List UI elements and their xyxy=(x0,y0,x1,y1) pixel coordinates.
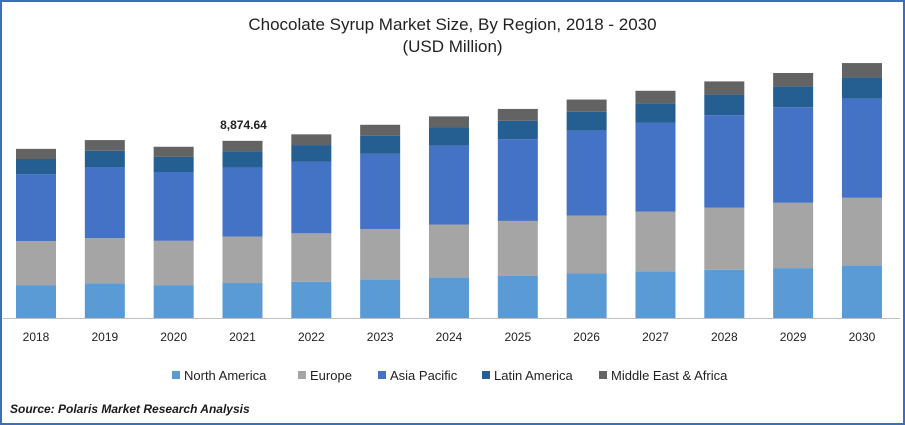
bar-2026-europe xyxy=(566,215,607,274)
bar-2018-north-america xyxy=(16,285,56,318)
bar-2026-asia-pacific xyxy=(566,130,607,216)
legend-swatch xyxy=(298,371,306,379)
bar-2020-north-america xyxy=(153,285,194,318)
bar-2022-europe xyxy=(291,233,332,282)
bar-2030-middle-east-africa xyxy=(841,63,882,78)
bar-2025-europe xyxy=(497,220,538,276)
x-tick-label: 2019 xyxy=(91,330,118,344)
bar-2026-north-america xyxy=(566,273,607,318)
x-tick-label: 2025 xyxy=(504,330,531,344)
bar-2024-middle-east-africa xyxy=(428,116,469,128)
bar-2019-middle-east-africa xyxy=(84,140,125,151)
bar-2021-latin-america xyxy=(222,151,263,168)
bar-2019-north-america xyxy=(84,283,125,318)
bar-2028-latin-america xyxy=(704,94,745,116)
bar-2027-asia-pacific xyxy=(635,122,676,212)
bar-2021-north-america xyxy=(222,283,263,318)
bar-2023-europe xyxy=(360,229,401,280)
bar-2019-asia-pacific xyxy=(84,167,125,239)
x-tick-label: 2026 xyxy=(573,330,600,344)
x-tick-label: 2029 xyxy=(780,330,807,344)
bar-2029-asia-pacific xyxy=(773,107,814,203)
legend-swatch xyxy=(172,371,180,379)
legend-label: North America xyxy=(184,368,267,383)
bar-2025-north-america xyxy=(497,275,538,318)
legend-label: Europe xyxy=(310,368,352,383)
x-tick-label: 2018 xyxy=(23,330,50,344)
bar-2026-latin-america xyxy=(566,111,607,131)
bar-2027-middle-east-africa xyxy=(635,90,676,104)
legend-swatch xyxy=(482,371,490,379)
bar-2025-latin-america xyxy=(497,120,538,140)
x-tick-label: 2021 xyxy=(229,330,256,344)
source-note: Source: Polaris Market Research Analysis xyxy=(10,402,250,416)
bar-2018-latin-america xyxy=(16,158,56,175)
bar-2018-middle-east-africa xyxy=(16,148,56,159)
bar-2023-middle-east-africa xyxy=(360,124,401,136)
x-tick-label: 2020 xyxy=(160,330,187,344)
bar-2024-europe xyxy=(428,224,469,278)
bar-2022-north-america xyxy=(291,281,332,318)
bar-2019-latin-america xyxy=(84,150,125,168)
bar-2022-asia-pacific xyxy=(291,161,332,234)
bar-2022-latin-america xyxy=(291,145,332,162)
bar-2029-north-america xyxy=(773,268,814,318)
bar-2025-asia-pacific xyxy=(497,139,538,221)
legend-label: Middle East & Africa xyxy=(611,368,728,383)
bar-2020-asia-pacific xyxy=(153,171,194,241)
chart-subtitle: (USD Million) xyxy=(402,37,503,56)
bar-2021-europe xyxy=(222,236,263,284)
bar-2019-europe xyxy=(84,238,125,284)
bar-2028-north-america xyxy=(704,269,745,318)
bar-2029-latin-america xyxy=(773,86,814,108)
bar-2020-europe xyxy=(153,240,194,286)
bar-2030-europe xyxy=(841,197,882,266)
bar-2028-europe xyxy=(704,207,745,270)
bar-2021-asia-pacific xyxy=(222,167,263,237)
bar-2030-north-america xyxy=(841,265,882,318)
legend-swatch xyxy=(378,371,386,379)
x-tick-label: 2024 xyxy=(436,330,463,344)
legend-label: Latin America xyxy=(494,368,574,383)
chart-title: Chocolate Syrup Market Size, By Region, … xyxy=(0,14,905,58)
x-tick-label: 2030 xyxy=(849,330,876,344)
bar-2028-asia-pacific xyxy=(704,115,745,208)
bar-2020-latin-america xyxy=(153,156,194,172)
bar-2029-europe xyxy=(773,202,814,269)
x-tick-label: 2022 xyxy=(298,330,325,344)
bar-2027-latin-america xyxy=(635,103,676,123)
bar-2021-middle-east-africa xyxy=(222,140,263,152)
bar-2027-north-america xyxy=(635,271,676,318)
bar-2026-middle-east-africa xyxy=(566,99,607,112)
x-tick-label: 2023 xyxy=(367,330,394,344)
bar-2023-asia-pacific xyxy=(360,153,401,230)
data-label-2021: 8,874.64 xyxy=(220,118,267,132)
bar-2020-middle-east-africa xyxy=(153,146,194,157)
bar-2028-middle-east-africa xyxy=(704,81,745,95)
legend-label: Asia Pacific xyxy=(390,368,458,383)
bar-2027-europe xyxy=(635,211,676,272)
bar-2023-north-america xyxy=(360,279,401,318)
bar-2030-asia-pacific xyxy=(841,98,882,198)
bar-2024-latin-america xyxy=(428,127,469,146)
bar-2023-latin-america xyxy=(360,135,401,154)
bar-2018-asia-pacific xyxy=(16,174,56,241)
x-tick-label: 2027 xyxy=(642,330,669,344)
bar-2030-latin-america xyxy=(841,77,882,99)
bar-2022-middle-east-africa xyxy=(291,134,332,146)
bar-2018-europe xyxy=(16,240,56,286)
bar-2029-middle-east-africa xyxy=(773,72,814,87)
bar-2025-middle-east-africa xyxy=(497,108,538,121)
legend-swatch xyxy=(599,371,607,379)
chart-title-main: Chocolate Syrup Market Size, By Region, … xyxy=(248,15,657,34)
bar-2024-asia-pacific xyxy=(428,145,469,225)
bar-2024-north-america xyxy=(428,277,469,318)
x-tick-label: 2028 xyxy=(711,330,738,344)
